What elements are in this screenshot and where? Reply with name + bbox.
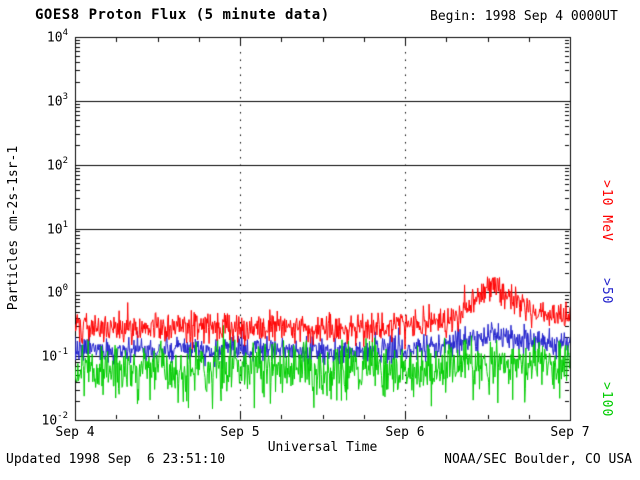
legend-label-gt100: >100 [599, 382, 614, 418]
legend-label-gt50: >50 [599, 278, 614, 305]
updated-label: Updated 1998 Sep 6 23:51:10 [6, 452, 226, 467]
x-tick-label: Sep 5 [220, 425, 260, 440]
legend-label-gt10mev: >10 MeV [599, 180, 614, 242]
y-tick-label: 100 [46, 283, 68, 301]
y-tick-label: 10-1 [41, 347, 69, 365]
y-tick-label: 101 [46, 219, 68, 237]
x-tick-label: Sep 7 [550, 425, 590, 440]
y-tick-label: 102 [46, 155, 68, 173]
y-tick-label: 104 [46, 28, 68, 46]
y-tick-label: 10-2 [41, 411, 69, 429]
credit-label: NOAA/SEC Boulder, CO USA [444, 452, 632, 467]
y-axis-label: Particles cm-2s-1sr-1 [6, 145, 21, 311]
x-tick-label: Sep 4 [55, 425, 95, 440]
x-axis-label: Universal Time [267, 440, 378, 455]
y-tick-label: 103 [46, 91, 68, 110]
begin-label: Begin: 1998 Sep 4 0000UT [430, 9, 618, 24]
chart-title: GOES8 Proton Flux (5 minute data) [35, 7, 330, 23]
x-tick-label: Sep 6 [385, 425, 425, 440]
